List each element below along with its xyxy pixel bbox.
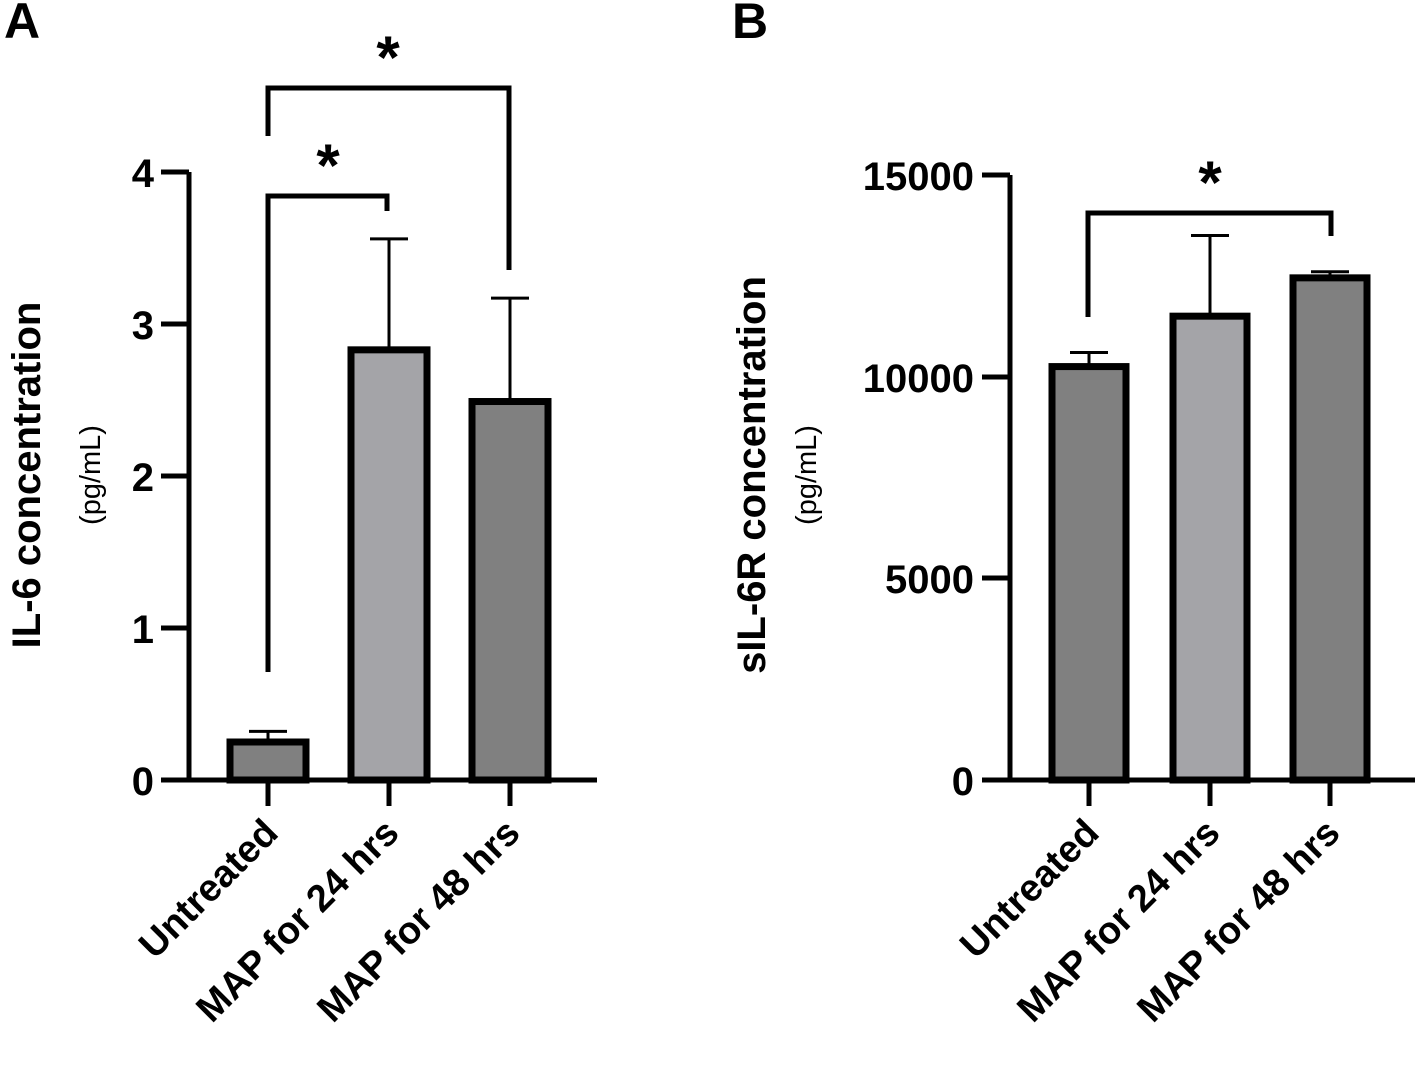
panel-a-ytick-label-2: 2 [132, 456, 154, 500]
panel-a-sig-star-untreated-vs-48: * [376, 24, 400, 91]
panel-a-label: A [4, 0, 40, 49]
panel-a-xlabel-map-48-hrs: MAP for 48 hrs [310, 812, 529, 1031]
panel-a-ytick-label-1: 1 [132, 608, 154, 652]
panel-b-ytick-label-2: 10000 [863, 357, 974, 401]
panel-a-error-bar-map-48-hrs [491, 296, 529, 402]
panel-a-ytick-label-4: 4 [132, 152, 155, 196]
panel-b-ytick-label-3: 15000 [863, 155, 974, 199]
panel-b-x-ticks [1086, 780, 1333, 806]
panel-b-bar-untreated [1048, 363, 1130, 784]
panel-a-x-ticks [265, 780, 513, 806]
panel-a-bar-map-48-hrs [468, 398, 552, 784]
panel-b-y-ticks: 0 5000 10000 15000 [863, 155, 1010, 804]
panel-a-sig-bracket-untreated-vs-24 [265, 193, 390, 672]
panel-a-y-axis-unit: (pg/mL) [75, 425, 107, 525]
panel-b-bar-map-48-hrs [1289, 274, 1371, 784]
panel-b-label: B [732, 0, 768, 49]
panel-a-xlabel-map-24-hrs: MAP for 24 hrs [189, 812, 408, 1031]
panel-b-xlabel-map-48-hrs: MAP for 48 hrs [1130, 812, 1349, 1031]
panel-b-yunit: (pg/mL) [791, 425, 823, 525]
panel-a-significance: * * [265, 24, 512, 672]
panel-b-error-bar-map-48-hrs [1311, 270, 1349, 278]
panel-b-significance: * [1085, 149, 1334, 317]
panel-a-sig-bracket-untreated-vs-48 [265, 85, 512, 270]
panel-a-error-bar-map-24-hrs [370, 237, 408, 350]
panel-a-ytick-label-0: 0 [132, 760, 154, 804]
panel-a-error-bars [249, 237, 529, 742]
panel-a-x-labels: Untreated MAP for 24 hrs MAP for 48 hrs [131, 812, 528, 1031]
panel-b-error-bar-untreated [1070, 350, 1108, 367]
panel-b-x-labels: Untreated MAP for 24 hrs MAP for 48 hrs [952, 812, 1348, 1031]
panel-a-sig-star-untreated-vs-24: * [316, 132, 340, 199]
panel-b-sig-star-untreated-vs-48: * [1198, 149, 1222, 216]
panel-b-ytick-label-0: 0 [952, 760, 974, 804]
panel-b: B sIL-6R concentration (pg/mL) 0 5000 10… [730, 0, 1415, 1031]
panel-a-bar-untreated [226, 738, 310, 784]
panel-a-yunit: (pg/mL) [75, 425, 107, 525]
panel-b-xlabel-map-24-hrs: MAP for 24 hrs [1010, 812, 1229, 1031]
panel-a-y-axis-title: IL-6 concentration [5, 302, 49, 649]
panel-a: A IL-6 concentration (pg/mL) 0 1 2 3 4 [4, 0, 597, 1031]
panel-b-ylabel: sIL-6R concentration [730, 276, 774, 674]
panel-a-ylabel: IL-6 concentration [5, 302, 49, 649]
panel-b-y-axis-title: sIL-6R concentration [730, 276, 774, 674]
panel-a-error-bar-untreated [249, 729, 287, 742]
panel-a-y-ticks: 0 1 2 3 4 [132, 152, 189, 804]
panel-b-error-bar-map-24-hrs [1191, 234, 1229, 317]
panel-a-bars [226, 346, 552, 784]
panel-b-error-bars [1070, 234, 1349, 367]
panel-b-bar-map-24-hrs [1169, 312, 1251, 784]
panel-a-bar-map-24-hrs [347, 346, 431, 784]
panel-b-y-axis-unit: (pg/mL) [791, 425, 823, 525]
panel-b-sig-bracket-untreated-vs-48 [1085, 210, 1334, 317]
panel-a-ytick-label-3: 3 [132, 304, 154, 348]
panel-b-ytick-label-1: 5000 [885, 558, 974, 602]
